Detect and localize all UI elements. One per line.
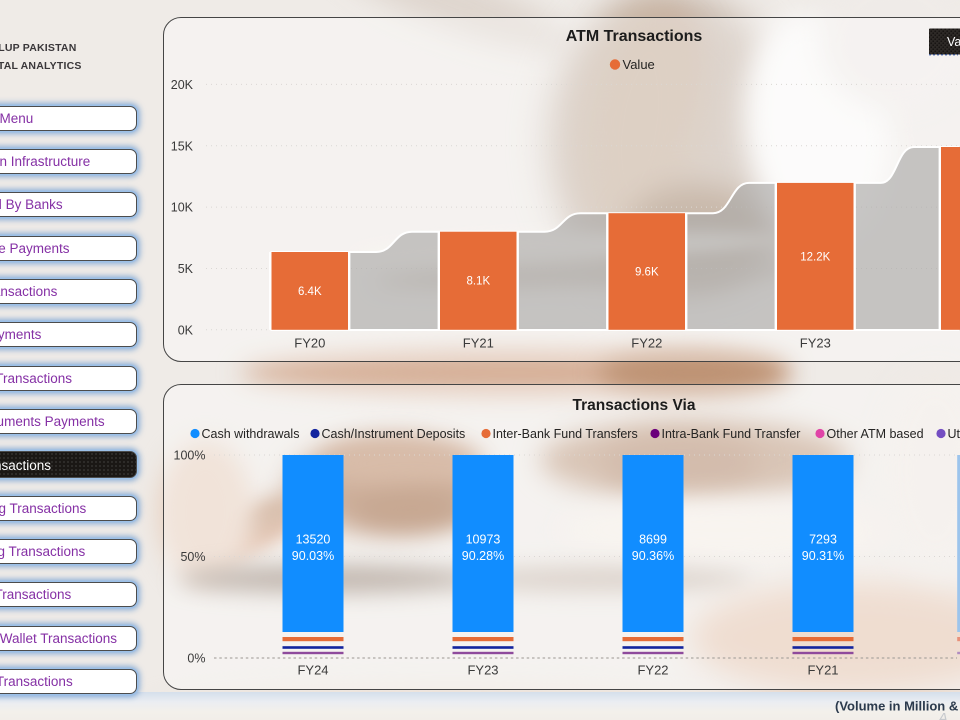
svg-text:FY20: FY20 xyxy=(294,336,325,351)
svg-text:6.4K: 6.4K xyxy=(298,286,322,298)
svg-text:Transactions Via: Transactions Via xyxy=(573,397,696,414)
svg-text:10K: 10K xyxy=(171,201,194,215)
svg-text:12.2K: 12.2K xyxy=(800,251,830,263)
svg-text:0%: 0% xyxy=(187,652,205,666)
svg-text:FY21: FY21 xyxy=(807,663,838,678)
svg-text:5K: 5K xyxy=(178,262,194,276)
svg-text:Utility Bill Payments: Utility Bill Payments xyxy=(948,427,960,441)
svg-text:FY22: FY22 xyxy=(637,663,668,678)
svg-text:0K: 0K xyxy=(178,323,194,337)
svg-text:7293: 7293 xyxy=(809,533,837,547)
svg-text:Value: Value xyxy=(623,57,655,72)
svg-text:Value: Value xyxy=(947,35,960,49)
svg-text:Cash/Instrument Deposits: Cash/Instrument Deposits xyxy=(322,427,466,441)
svg-text:90.03%: 90.03% xyxy=(292,549,334,563)
svg-text:FY24: FY24 xyxy=(297,663,328,678)
svg-text:Inter-Bank Fund Transfers: Inter-Bank Fund Transfers xyxy=(493,427,638,441)
svg-text:8.1K: 8.1K xyxy=(466,276,490,288)
svg-text:8699: 8699 xyxy=(639,533,667,547)
svg-text:90.31%: 90.31% xyxy=(802,549,844,563)
svg-text:9.6K: 9.6K xyxy=(635,267,659,279)
svg-text:13520: 13520 xyxy=(296,533,331,547)
svg-text:FY21: FY21 xyxy=(463,336,494,351)
svg-text:10973: 10973 xyxy=(466,533,501,547)
svg-text:Cash withdrawals: Cash withdrawals xyxy=(202,427,300,441)
svg-text:Other ATM based: Other ATM based xyxy=(827,427,924,441)
svg-text:50%: 50% xyxy=(180,550,205,564)
svg-text:ATM Transactions: ATM Transactions xyxy=(566,28,703,45)
svg-text:A: A xyxy=(937,710,948,720)
svg-text:FY23: FY23 xyxy=(467,663,498,678)
svg-text:15K: 15K xyxy=(171,139,194,153)
svg-text:100%: 100% xyxy=(174,449,206,463)
svg-text:Intra-Bank Fund Transfer: Intra-Bank Fund Transfer xyxy=(662,427,801,441)
svg-text:FY23: FY23 xyxy=(800,336,831,351)
svg-text:FY22: FY22 xyxy=(631,336,662,351)
svg-text:90.36%: 90.36% xyxy=(632,549,674,563)
svg-text:(Volume in Million & Value in: (Volume in Million & Value in Billion) xyxy=(835,699,960,714)
svg-text:90.28%: 90.28% xyxy=(462,549,504,563)
svg-text:20K: 20K xyxy=(171,78,194,92)
